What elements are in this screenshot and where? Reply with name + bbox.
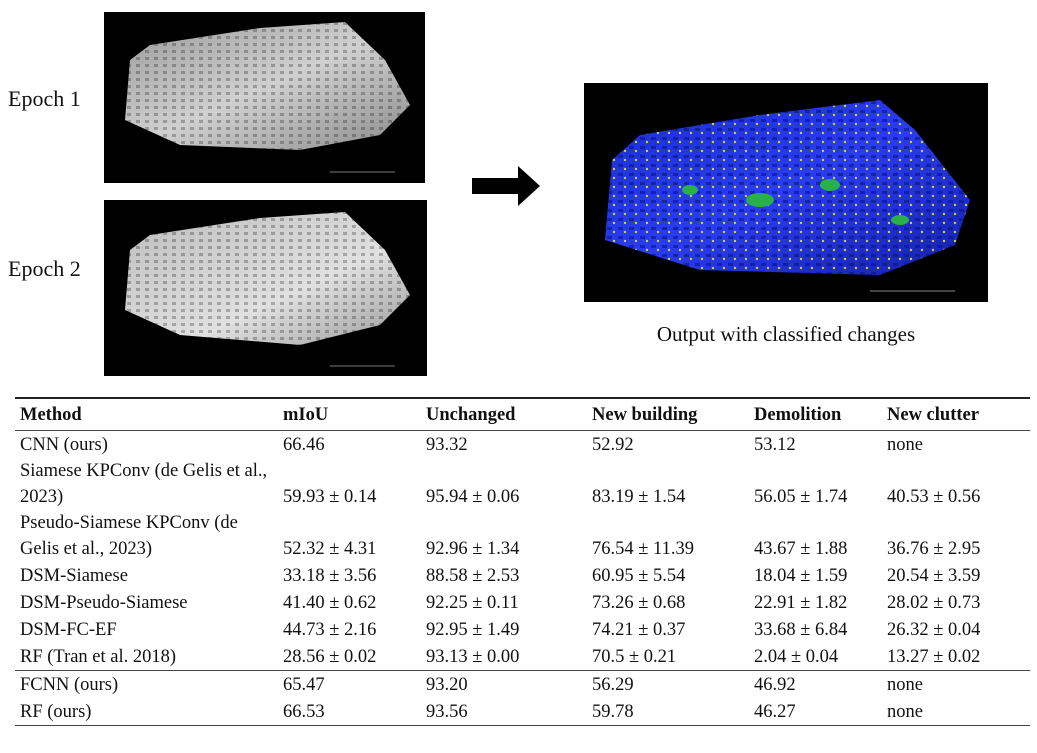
value-cell: 93.20 (421, 670, 587, 698)
value-cell: 46.27 (749, 698, 882, 726)
method-cell: DSM-FC-EF (20, 620, 117, 640)
table-row: DSM-Siamese 33.18 ± 3.56 88.58 ± 2.53 60.95… (15, 562, 1030, 589)
change-blob (682, 185, 698, 195)
value-cell: 74.21 ± 0.37 (592, 620, 686, 640)
table-row: FCNN (ours) 65.47 93.20 56.29 46.92 none (15, 670, 1030, 698)
value-cell: none (882, 698, 1030, 726)
value-cell: 92.95 ± 1.49 (426, 620, 520, 640)
value-cell: 93.13 ± 0.00 (426, 647, 520, 667)
method-cell: Pseudo-Siamese KPConv (de Gelis et al., … (20, 513, 238, 559)
column-header: mIoU (278, 397, 421, 431)
value-cell: 36.76 ± 2.95 (887, 539, 981, 559)
value-cell: 26.32 ± 0.04 (887, 620, 981, 640)
value-cell: 20.54 ± 3.59 (887, 566, 981, 586)
value-cell: 92.25 ± 0.11 (426, 593, 519, 613)
table-row: DSM-FC-EF 44.73 ± 2.16 92.95 ± 1.49 74.21 ±… (15, 616, 1030, 643)
column-header: Demolition (749, 397, 882, 431)
results-table: Method mIoU Unchanged New building Demolitio… (15, 397, 1030, 726)
change-blob (820, 179, 840, 191)
value-cell: 76.54 ± 11.39 (592, 539, 694, 559)
column-header: New clutter (882, 397, 1030, 431)
value-cell: 46.92 (749, 670, 882, 698)
value-cell: 56.29 (587, 670, 749, 698)
value-cell: 18.04 ± 1.59 (754, 566, 848, 586)
method-cell: RF (Tran et al. 2018) (20, 647, 177, 667)
epoch-label: Epoch 1 (8, 86, 81, 111)
figure (104, 12, 988, 376)
table-row: RF (Tran et al. 2018) 28.56 ± 0.02 93.13 ±… (15, 643, 1030, 671)
value-cell: 66.53 (278, 698, 421, 726)
value-cell: 53.12 (754, 435, 796, 455)
value-cell: 56.05 ± 1.74 (754, 487, 848, 507)
value-cell: 13.27 ± 0.02 (887, 647, 981, 667)
method-cell: Siamese KPConv (de Gelis et al., 2023) (20, 461, 268, 507)
value-cell: 28.02 ± 0.73 (887, 593, 981, 613)
value-cell: 22.91 ± 1.82 (754, 593, 848, 613)
header-row: Method mIoU Unchanged New building Demolitio… (15, 397, 1030, 431)
value-cell: 66.46 (283, 435, 325, 455)
table-row: CNN (ours) 66.46 93.32 52.92 53.12 none (15, 431, 1030, 459)
value-cell: none (887, 435, 923, 455)
value-cell: 43.67 ± 1.88 (754, 539, 848, 559)
change-blob (746, 193, 774, 207)
change-blob (891, 215, 909, 225)
value-cell: 65.47 (278, 670, 421, 698)
table-row: Siamese KPConv (de Gelis et al., 2023) 59… (15, 458, 1030, 510)
column-header: Method (15, 397, 278, 431)
epoch1-texture (125, 22, 410, 150)
value-cell: 59.93 ± 0.14 (283, 487, 377, 507)
value-cell: 33.68 ± 6.84 (754, 620, 848, 640)
value-cell: 28.56 ± 0.02 (283, 647, 377, 667)
arrow (472, 166, 540, 206)
method-cell: RF (ours) (15, 698, 278, 726)
caption: Output with classified changes (656, 322, 916, 346)
value-cell: 93.56 (421, 698, 587, 726)
table-row: Pseudo-Siamese KPConv (de Gelis et al., … (15, 510, 1030, 562)
value-cell: 41.40 ± 0.62 (283, 593, 377, 613)
table-row: RF (ours) 66.53 93.56 59.78 46.27 none (15, 698, 1030, 726)
output-texture (605, 100, 970, 275)
value-cell: 92.96 ± 1.34 (426, 539, 520, 559)
value-cell: 33.18 ± 3.56 (283, 566, 377, 586)
method-cell: DSM-Pseudo-Siamese (20, 593, 188, 613)
value-cell: 83.19 ± 1.54 (592, 487, 686, 507)
column-header: New building (587, 397, 749, 431)
value-cell: none (882, 670, 1030, 698)
value-cell: 70.5 ± 0.21 (592, 647, 677, 667)
value-cell: 95.94 ± 0.06 (426, 487, 520, 507)
value-cell: 52.32 ± 4.31 (283, 539, 377, 559)
value-cell: 2.04 ± 0.04 (754, 647, 839, 667)
column-header: Unchanged (421, 397, 587, 431)
method-cell: CNN (ours) (20, 435, 108, 455)
value-cell: 60.95 ± 5.54 (592, 566, 686, 586)
epoch2-texture (125, 212, 410, 345)
table-row: DSM-Pseudo-Siamese 41.40 ± 0.62 92.25 ± 0.… (15, 589, 1030, 616)
method-cell: DSM-Siamese (20, 566, 128, 586)
method-cell: FCNN (ours) (15, 670, 278, 698)
epoch-label: Epoch 2 (8, 256, 81, 281)
value-cell: 40.53 ± 0.56 (887, 487, 981, 507)
value-cell: 44.73 ± 2.16 (283, 620, 377, 640)
value-cell: 73.26 ± 0.68 (592, 593, 686, 613)
table-body: CNN (ours) 66.46 93.32 52.92 53.12 none Siames… (15, 431, 1030, 726)
value-cell: 93.32 (426, 435, 468, 455)
value-cell: 88.58 ± 2.53 (426, 566, 520, 586)
value-cell: 52.92 (592, 435, 634, 455)
value-cell: 59.78 (587, 698, 749, 726)
